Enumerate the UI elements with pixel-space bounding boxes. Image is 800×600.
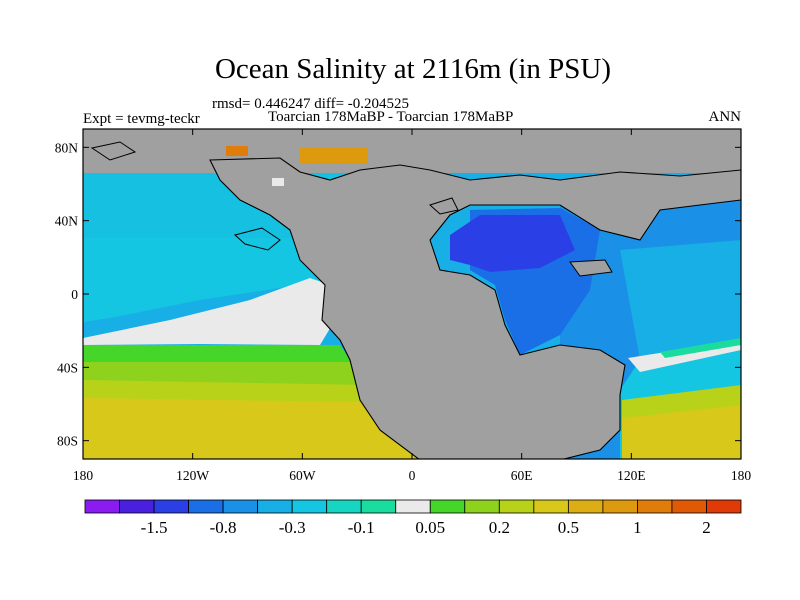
salinity-field: [83, 129, 741, 459]
lat-tick-label: 80S: [57, 434, 78, 449]
colorbar-swatch: [222, 499, 259, 514]
east-gold-band: [622, 405, 741, 459]
arctic-land: [83, 129, 741, 173]
season-label: ANN: [708, 109, 742, 125]
colorbar-label: 0.5: [558, 518, 579, 537]
arctic-orange-patch: [300, 148, 368, 164]
lat-tick-label: 0: [71, 287, 78, 302]
tethys-cyan: [620, 240, 741, 360]
experiment-label: Expt = tevmg-teckr: [83, 111, 200, 127]
lon-tick-label: 0: [409, 468, 416, 483]
east-teal-strip: [660, 338, 741, 358]
lat-tick-label: 40S: [57, 360, 78, 375]
lon-tick-label: 60E: [511, 468, 533, 483]
south-gold-band: [83, 398, 420, 459]
colorbar-label: -0.1: [348, 518, 375, 537]
tethys-island-2: [569, 259, 613, 277]
axis-ticks: 180 120W 60W 0 60E 120E 180 80N 40N 0 40S 80S: [55, 129, 752, 483]
lat-tick-label: 80N: [55, 140, 79, 155]
colorbar-swatch: [395, 499, 431, 514]
arctic-orange-patch-2: [226, 146, 248, 156]
period-label: Toarcian 178MaBP - Toarcian 178MaBP: [268, 109, 514, 125]
colorbar-swatch: [360, 499, 397, 514]
island-outline-2: [90, 141, 137, 161]
pangaea-land: [209, 157, 741, 459]
equatorial-neutral-tongue: [83, 278, 335, 345]
page-title: Ocean Salinity at 2116m (in PSU): [214, 53, 612, 85]
colorbar: -1.5 -0.8 -0.3 -0.1 0.05 0.2 0.5 1 2: [84, 499, 742, 537]
lon-tick-label: 60W: [289, 468, 316, 483]
colorbar-label: -0.3: [279, 518, 306, 537]
colorbar-swatch: [464, 499, 500, 514]
arctic-island: [272, 178, 284, 186]
colorbar-swatch: [637, 499, 673, 514]
colorbar-swatch: [602, 499, 638, 514]
lon-tick-label: 120E: [617, 468, 646, 483]
colorbar-label: 1: [633, 518, 642, 537]
colorbar-swatch: [567, 499, 604, 514]
pacific-mid-band: [83, 238, 335, 322]
colorbar-swatch: [119, 499, 155, 514]
colorbar-swatch: [291, 499, 328, 514]
colorbar-label: -0.8: [210, 518, 237, 537]
colorbar-swatch: [706, 499, 742, 514]
colorbar-swatch: [533, 499, 569, 514]
lon-tick-label: 120W: [176, 468, 209, 483]
colorbar-swatch: [257, 499, 293, 514]
colorbar-swatch: [498, 499, 535, 514]
lon-tick-label: 180: [731, 468, 752, 483]
island-outline: [233, 227, 281, 251]
colorbar-swatch: [188, 499, 224, 514]
colorbar-swatch: [84, 499, 120, 514]
stats-text: rmsd= 0.446247 diff= -0.204525: [212, 96, 410, 112]
lat-tick-label: 40N: [55, 214, 79, 229]
tethys-gulf-low: [450, 215, 575, 272]
colorbar-label: 0.2: [489, 518, 510, 537]
lon-tick-label: 180: [73, 468, 94, 483]
colorbar-label: 2: [702, 518, 711, 537]
colorbar-swatch: [429, 499, 466, 514]
colorbar-swatch: [326, 499, 362, 514]
colorbar-label: -1.5: [141, 518, 168, 537]
colorbar-swatch: [671, 499, 707, 514]
colorbar-swatch: [153, 499, 189, 514]
tethys-island: [429, 197, 459, 215]
colorbar-label: 0.05: [415, 518, 445, 537]
